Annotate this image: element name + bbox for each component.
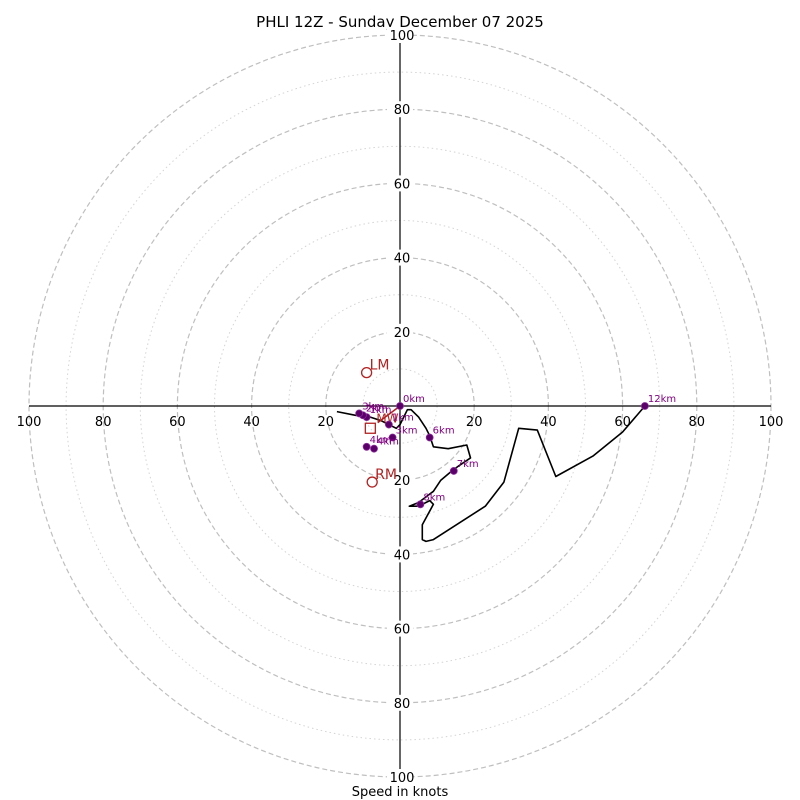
height-marker-label-6: 4km (377, 437, 399, 448)
height-marker-1 (384, 420, 393, 429)
height-marker-5 (388, 433, 397, 442)
height-marker-0 (396, 402, 404, 410)
y-tick-top-40: 40 (394, 252, 411, 267)
y-tick-bg-bottom-100 (387, 769, 413, 785)
y-tick-bg-top-20 (387, 323, 413, 340)
x-tick-left-20: 20 (318, 415, 335, 430)
x-tick-left-100: 100 (17, 415, 42, 430)
x-tick-left-80: 80 (95, 415, 112, 430)
y-tick-bottom-60: 60 (394, 623, 411, 638)
x-tick-right-20: 20 (466, 415, 483, 430)
mean-wind-label: MW (376, 411, 398, 425)
y-tick-top-60: 60 (394, 177, 411, 192)
height-marker-label-1: 1km (392, 413, 414, 424)
shear-vector (377, 405, 401, 424)
x-tick-right-80: 80 (689, 415, 706, 430)
height-marker-label-5: 3km (396, 426, 418, 437)
height-marker-4 (355, 409, 364, 418)
y-tick-top-100: 100 (390, 29, 415, 44)
height-marker-label-0: 0km (403, 394, 425, 405)
x-tick-right-100: 100 (759, 415, 784, 430)
tick-labels: 100 100 100 100 80 80 80 80 60 60 60 60 40 40 40 40 20 20… (17, 27, 784, 786)
height-marker-label-4: 3km (362, 401, 384, 412)
y-tick-top-80: 80 (394, 103, 411, 118)
height-marker-label-10: 8km (423, 492, 445, 503)
height-marker-label-9: 7km (457, 459, 479, 470)
height-marker-label-7: 4km (370, 435, 392, 446)
y-tick-bottom-100: 100 (390, 771, 415, 786)
height-marker-10 (416, 500, 425, 509)
height-marker-label-11: 12km (648, 394, 676, 405)
mean-wind-marker (364, 422, 376, 434)
height-marker-11 (640, 402, 649, 410)
x-axis-label: Speed in knots (352, 785, 449, 800)
y-tick-bg-bottom-40 (387, 546, 413, 563)
y-tick-bg-bottom-80 (387, 694, 413, 711)
y-tick-bg-top-40 (387, 249, 413, 266)
y-tick-bottom-40: 40 (394, 548, 411, 563)
storm-motion-group: LM RM MW (360, 358, 399, 488)
y-tick-bg-bottom-60 (387, 620, 413, 637)
hodograph-trace-group (336, 405, 646, 543)
height-marker-6 (370, 444, 378, 453)
y-tick-bg-top-100 (387, 27, 413, 43)
chart-title: PHLI 12Z - Sunday December 07 2025 (256, 13, 544, 31)
height-marker-7 (362, 442, 371, 451)
x-tick-right-60: 60 (614, 415, 631, 430)
height-marker-9 (449, 467, 458, 475)
height-marker-label-8: 6km (433, 426, 455, 437)
storm-motion-lm-label: LM (370, 358, 390, 374)
y-tick-bg-top-80 (387, 101, 413, 118)
y-tick-bg-top-60 (387, 175, 413, 192)
height-marker-label-2: 1km (370, 405, 392, 416)
y-tick-bg-bottom-20 (387, 472, 413, 489)
hodograph-trace (336, 405, 646, 543)
y-tick-bottom-80: 80 (394, 697, 411, 712)
y-tick-top-20: 20 (394, 326, 411, 341)
height-marker-label-3: 2km (366, 403, 388, 414)
storm-motion-rm-label: RM (375, 467, 397, 483)
x-tick-left-40: 40 (243, 415, 260, 430)
y-tick-bottom-20: 20 (394, 474, 411, 489)
storm-motion-lm-marker (360, 366, 373, 379)
height-marker-8 (425, 433, 434, 442)
x-tick-left-60: 60 (169, 415, 186, 430)
storm-motion-rm-marker (366, 476, 378, 488)
x-tick-right-40: 40 (540, 415, 557, 430)
